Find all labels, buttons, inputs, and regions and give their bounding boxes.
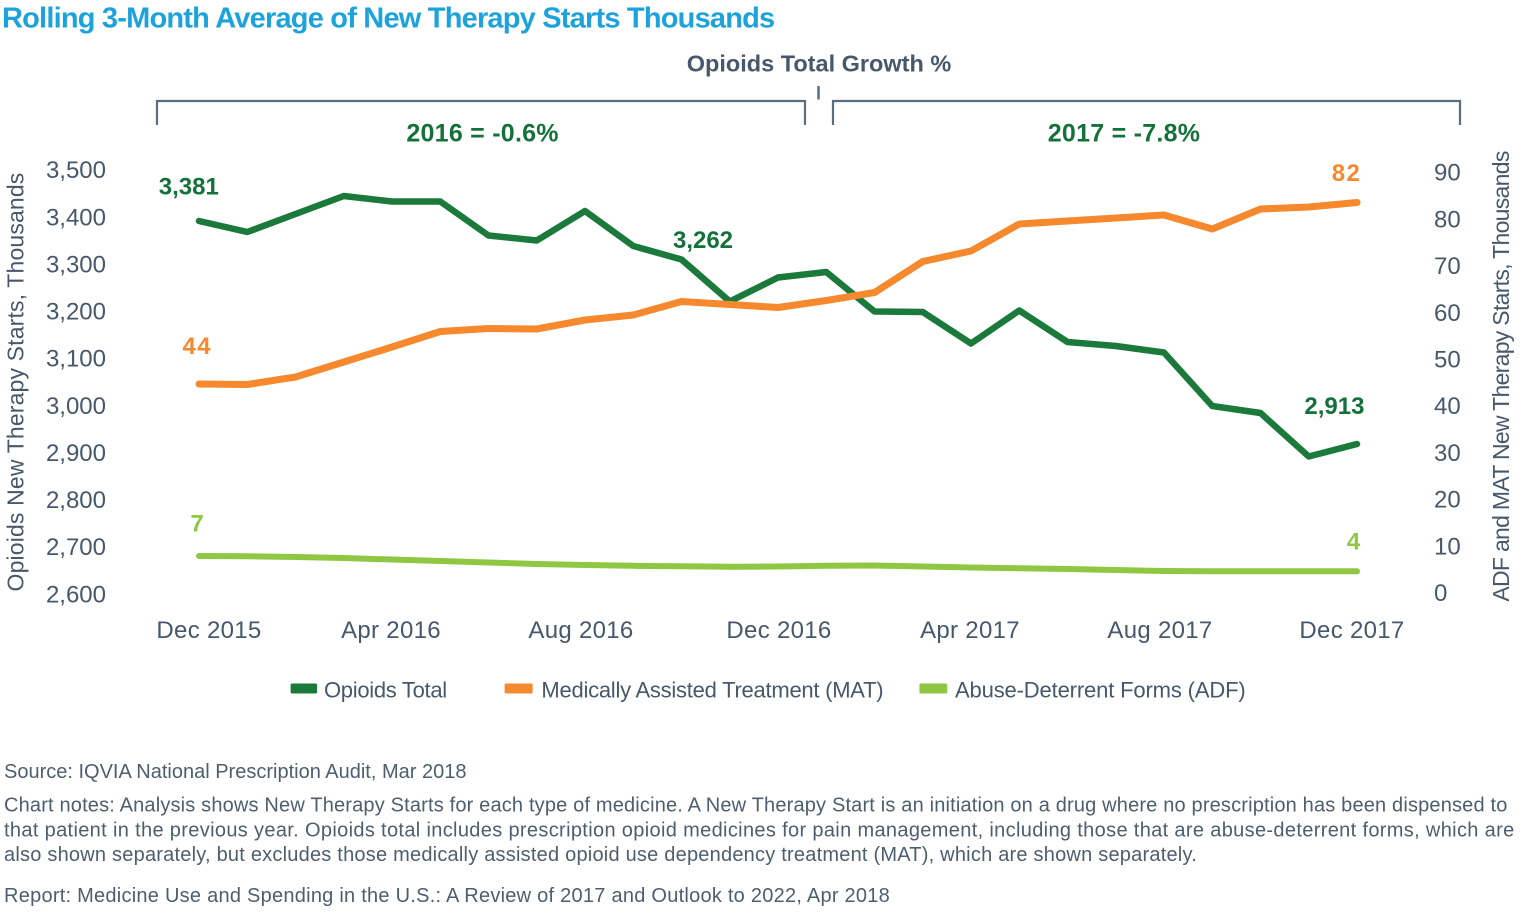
svg-text:3,300: 3,300 <box>46 252 106 279</box>
svg-text:3,100: 3,100 <box>46 346 106 373</box>
svg-text:82: 82 <box>1332 160 1362 187</box>
svg-text:2017 = -7.8%: 2017 = -7.8% <box>1048 120 1200 148</box>
svg-text:Aug 2017: Aug 2017 <box>1107 617 1212 644</box>
svg-text:that patient in the previous y: that patient in the previous year. Opioi… <box>4 819 1515 841</box>
svg-text:50: 50 <box>1434 347 1461 374</box>
svg-text:Opioids New Therapy Starts, Th: Opioids New Therapy Starts, Thousands <box>3 173 29 592</box>
svg-text:2,913: 2,913 <box>1304 393 1364 420</box>
svg-text:Report: Medicine Use and Spend: Report: Medicine Use and Spending in the… <box>4 885 890 907</box>
svg-text:3,262: 3,262 <box>673 227 733 254</box>
svg-text:3,400: 3,400 <box>46 204 106 231</box>
svg-text:3,381: 3,381 <box>159 173 219 200</box>
svg-text:Opioids Total: Opioids Total <box>324 677 447 702</box>
svg-text:30: 30 <box>1434 440 1461 467</box>
svg-text:Apr 2016: Apr 2016 <box>341 617 441 644</box>
svg-text:Source: IQVIA National Prescri: Source: IQVIA National Prescription Audi… <box>4 761 466 783</box>
svg-text:Dec 2015: Dec 2015 <box>156 617 261 644</box>
svg-text:3,200: 3,200 <box>46 299 106 326</box>
svg-text:0: 0 <box>1434 580 1447 607</box>
svg-text:Dec 2016: Dec 2016 <box>726 617 831 644</box>
svg-text:60: 60 <box>1434 300 1461 327</box>
svg-text:2016 = -0.6%: 2016 = -0.6% <box>406 120 558 148</box>
svg-text:40: 40 <box>1434 393 1461 420</box>
svg-text:80: 80 <box>1434 206 1461 233</box>
svg-text:also shown separately, but exc: also shown separately, but excludes thos… <box>4 844 1197 866</box>
svg-text:2,700: 2,700 <box>46 534 106 561</box>
svg-text:2,600: 2,600 <box>46 581 106 608</box>
svg-text:Chart notes: Analysis shows Ne: Chart notes: Analysis shows New Therapy … <box>4 795 1508 817</box>
svg-text:Dec 2017: Dec 2017 <box>1299 617 1404 644</box>
svg-text:3,000: 3,000 <box>46 393 106 420</box>
svg-text:Abuse-Deterrent Forms (ADF): Abuse-Deterrent Forms (ADF) <box>955 677 1246 702</box>
svg-text:70: 70 <box>1434 253 1461 280</box>
svg-text:ADF and MAT New Therapy Starts: ADF and MAT New Therapy Starts, Thousand… <box>1488 151 1514 601</box>
svg-text:20: 20 <box>1434 487 1461 514</box>
svg-text:Opioids Total Growth %: Opioids Total Growth % <box>687 51 952 77</box>
svg-text:Aug 2016: Aug 2016 <box>528 617 633 644</box>
svg-text:4: 4 <box>1347 529 1361 556</box>
svg-text:90: 90 <box>1434 160 1461 187</box>
svg-text:Apr 2017: Apr 2017 <box>920 617 1020 644</box>
svg-text:Rolling 3-Month Average of New: Rolling 3-Month Average of New Therapy S… <box>2 3 774 35</box>
svg-text:2,800: 2,800 <box>46 487 106 514</box>
svg-text:3,500: 3,500 <box>46 157 106 184</box>
svg-text:44: 44 <box>183 333 213 360</box>
svg-text:Medically Assisted Treatment (: Medically Assisted Treatment (MAT) <box>541 677 883 702</box>
svg-text:7: 7 <box>190 511 203 538</box>
svg-text:10: 10 <box>1434 533 1461 560</box>
svg-text:2,900: 2,900 <box>46 440 106 467</box>
